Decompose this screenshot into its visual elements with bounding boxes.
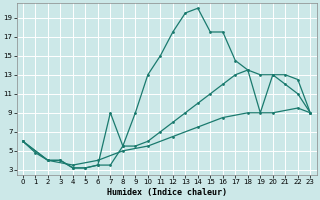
X-axis label: Humidex (Indice chaleur): Humidex (Indice chaleur)	[107, 188, 227, 197]
